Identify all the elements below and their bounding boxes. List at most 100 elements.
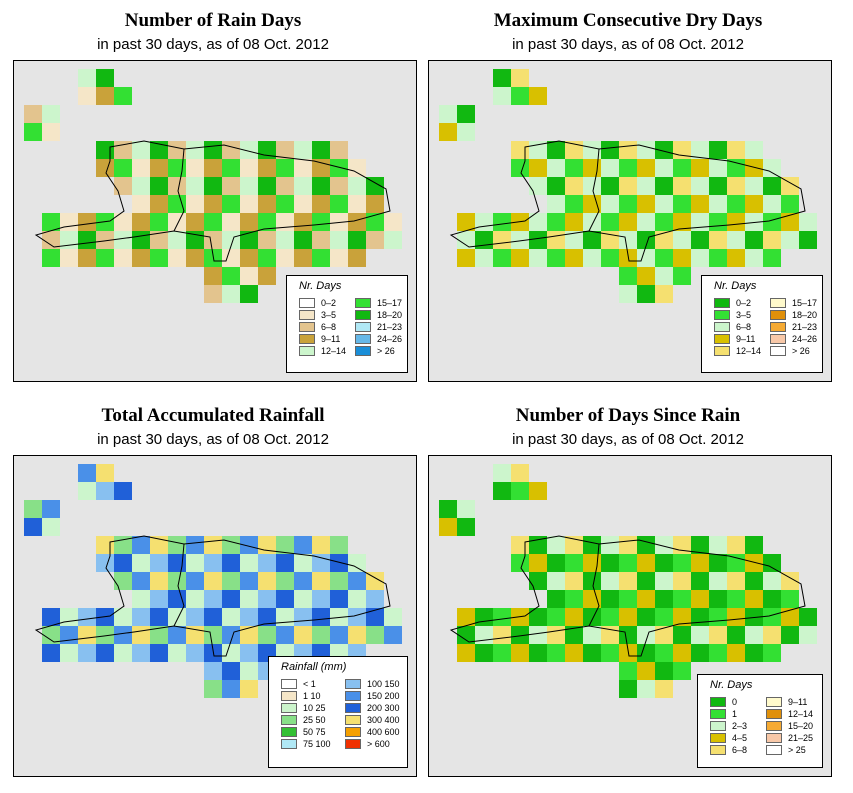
map-grid-cell [637, 285, 655, 303]
map-grid-cell [186, 213, 204, 231]
legend-label: 1 [732, 709, 738, 719]
map-grid-cell [745, 644, 763, 662]
map-grid-cell [565, 159, 583, 177]
map-grid-cell [222, 177, 240, 195]
map-grid-cell [42, 518, 60, 536]
island-outline [34, 140, 391, 262]
map-grid-cell [330, 159, 348, 177]
map-grid-cell [132, 608, 150, 626]
map-grid-cell [96, 249, 114, 267]
map-grid-cell [619, 231, 637, 249]
map-grid-cell [150, 554, 168, 572]
map-grid-cell [691, 572, 709, 590]
legend-swatch [299, 346, 315, 356]
map-grid-cell [439, 500, 457, 518]
map-grid-cell [366, 572, 384, 590]
panel-subtitle: in past 30 days, as of 08 Oct. 2012 [512, 431, 744, 448]
map-grid-cell [781, 231, 799, 249]
map-grid-cell [745, 590, 763, 608]
map-grid-cell [240, 177, 258, 195]
legend-swatch [299, 334, 315, 344]
map-grid-cell [601, 159, 619, 177]
map-grid-cell [132, 626, 150, 644]
map-grid-cell [619, 159, 637, 177]
map-grid-cell [204, 195, 222, 213]
map-grid-cell [276, 141, 294, 159]
map-grid-cell [583, 626, 601, 644]
map-grid-cell [547, 141, 565, 159]
map-grid-cell [763, 231, 781, 249]
map-grid-cell [673, 267, 691, 285]
map-grid-cell [384, 213, 402, 231]
map-grid-cell [78, 482, 96, 500]
legend-label: 2–3 [732, 721, 748, 731]
map-days-since-rain: Nr. Days 0 1 2–3 4–5 6–8 9–11 12–14 15–20 21–25 >… [428, 455, 832, 777]
legend-swatch [766, 745, 782, 755]
map-grid-cell [114, 249, 132, 267]
map-grid-cell [240, 536, 258, 554]
map-grid-cell [330, 195, 348, 213]
legend: Nr. Days 0–2 3–5 6–8 9–11 12–14 15–17 18–20 21–… [286, 275, 408, 373]
legend-label: 18–20 [377, 310, 403, 320]
panel-title: Number of Days Since Rain [515, 405, 741, 426]
map-grid-cell [276, 177, 294, 195]
days-since-rain-grid [439, 464, 817, 698]
map-grid-cell [619, 590, 637, 608]
legend-swatch [710, 697, 726, 707]
map-grid-cell [222, 249, 240, 267]
map-grid-cell [637, 644, 655, 662]
map-grid-cell [132, 159, 150, 177]
map-grid-cell [547, 626, 565, 644]
map-grid-cell [294, 249, 312, 267]
map-grid-cell [745, 554, 763, 572]
map-grid-cell [330, 231, 348, 249]
legend-label: 15–17 [377, 298, 403, 308]
map-grid-cell [547, 554, 565, 572]
map-grid-cell [619, 285, 637, 303]
map-grid-cell [168, 644, 186, 662]
map-grid-cell [637, 177, 655, 195]
map-grid-cell [276, 159, 294, 177]
map-grid-cell [457, 213, 475, 231]
map-grid-cell [348, 231, 366, 249]
map-grid-cell [691, 159, 709, 177]
map-grid-cell [204, 572, 222, 590]
legend-label: > 25 [788, 745, 806, 755]
map-grid-cell [655, 572, 673, 590]
map-grid-cell [204, 267, 222, 285]
map-grid-cell [457, 518, 475, 536]
map-grid-cell [186, 608, 204, 626]
map-grid-cell [294, 590, 312, 608]
map-grid-cell [348, 249, 366, 267]
map-grid-cell [781, 195, 799, 213]
map-grid-cell [655, 536, 673, 554]
map-grid-cell [511, 554, 529, 572]
map-grid-cell [366, 626, 384, 644]
map-grid-cell [529, 482, 547, 500]
map-grid-cell [799, 213, 817, 231]
map-grid-cell [348, 590, 366, 608]
map-grid-cell [637, 572, 655, 590]
map-grid-cell [240, 644, 258, 662]
map-grid-cell [673, 159, 691, 177]
legend-swatch [714, 334, 730, 344]
legend-label: 3–5 [321, 310, 337, 320]
map-grid-cell [258, 590, 276, 608]
map-grid-cell [547, 231, 565, 249]
map-grid-cell [565, 572, 583, 590]
map-grid-cell [60, 213, 78, 231]
map-grid-cell [619, 177, 637, 195]
map-grid-cell [691, 626, 709, 644]
map-grid-cell [240, 213, 258, 231]
map-grid-cell [204, 159, 222, 177]
map-grid-cell [493, 87, 511, 105]
border-line [173, 148, 185, 232]
map-grid-cell [222, 662, 240, 680]
map-grid-cell [96, 626, 114, 644]
map-grid-cell [529, 231, 547, 249]
map-grid-cell [583, 590, 601, 608]
map-grid-cell [763, 159, 781, 177]
panel-title: Number of Rain Days [124, 10, 302, 31]
legend-swatch [710, 721, 726, 731]
map-grid-cell [619, 626, 637, 644]
